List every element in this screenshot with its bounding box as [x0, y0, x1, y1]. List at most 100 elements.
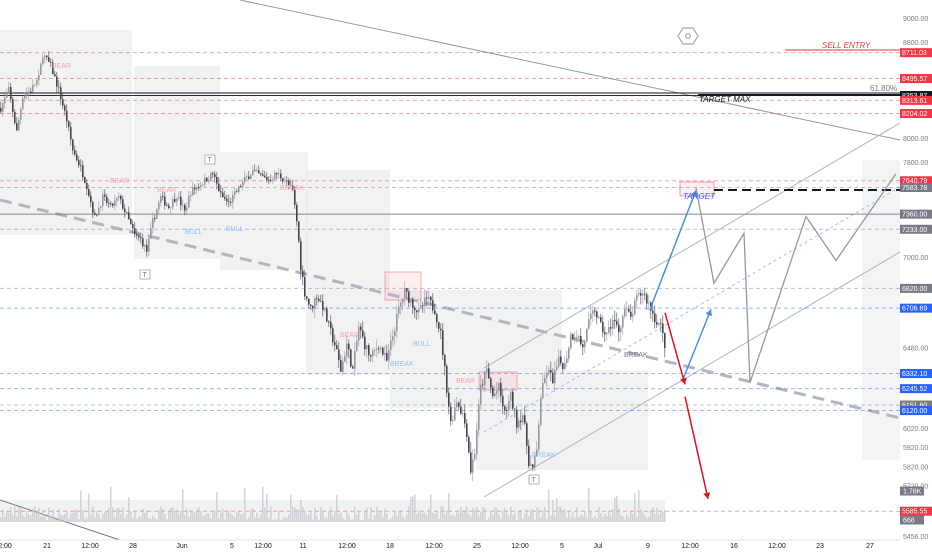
candle[interactable]	[130, 219, 132, 225]
candle[interactable]	[94, 212, 96, 215]
zigzag-projection-path[interactable]	[695, 173, 897, 383]
candle[interactable]	[292, 185, 294, 190]
candle[interactable]	[316, 298, 318, 300]
candle[interactable]	[282, 178, 284, 182]
candle[interactable]	[98, 207, 100, 216]
candle[interactable]	[34, 84, 36, 86]
candle[interactable]	[252, 170, 254, 176]
candle[interactable]	[620, 327, 622, 333]
candle[interactable]	[592, 310, 594, 314]
candle[interactable]	[222, 192, 224, 197]
candle[interactable]	[46, 55, 48, 58]
candle[interactable]	[32, 84, 34, 92]
candle[interactable]	[76, 154, 78, 161]
candle[interactable]	[506, 410, 508, 411]
candle[interactable]	[212, 172, 214, 175]
candle[interactable]	[432, 300, 434, 311]
candle[interactable]	[86, 182, 88, 190]
candle[interactable]	[466, 423, 468, 438]
candle[interactable]	[520, 420, 522, 423]
candle[interactable]	[370, 355, 372, 357]
candle[interactable]	[394, 331, 396, 337]
candle[interactable]	[414, 307, 416, 311]
bullish-projection-arrow[interactable]	[649, 190, 697, 310]
candle[interactable]	[114, 200, 116, 206]
candle[interactable]	[68, 121, 70, 127]
candle[interactable]	[330, 321, 332, 329]
candle[interactable]	[74, 150, 76, 155]
candle[interactable]	[492, 387, 494, 396]
candle[interactable]	[566, 358, 568, 364]
candle[interactable]	[90, 195, 92, 203]
candle[interactable]	[478, 404, 480, 430]
candle[interactable]	[514, 408, 516, 410]
candle[interactable]	[206, 177, 208, 182]
candle[interactable]	[118, 195, 120, 198]
candle[interactable]	[482, 384, 484, 386]
candle[interactable]	[376, 348, 378, 350]
candle[interactable]	[320, 300, 322, 302]
candle[interactable]	[326, 308, 328, 322]
candle[interactable]	[640, 293, 642, 296]
candle[interactable]	[380, 347, 382, 349]
candle[interactable]	[532, 464, 534, 468]
candle[interactable]	[604, 332, 606, 335]
candle[interactable]	[116, 197, 118, 201]
candle[interactable]	[50, 62, 52, 63]
candle[interactable]	[448, 392, 450, 407]
candle[interactable]	[500, 383, 502, 396]
candle[interactable]	[108, 202, 110, 204]
candle[interactable]	[504, 406, 506, 411]
candle[interactable]	[656, 322, 658, 325]
candle[interactable]	[312, 305, 314, 309]
candle[interactable]	[536, 449, 538, 456]
candle[interactable]	[608, 327, 610, 333]
candle[interactable]	[468, 437, 470, 453]
candle[interactable]	[556, 366, 558, 370]
candle[interactable]	[442, 330, 444, 356]
candle[interactable]	[562, 363, 564, 370]
candle[interactable]	[410, 299, 412, 303]
candle[interactable]	[250, 175, 252, 179]
candle[interactable]	[404, 288, 406, 300]
candle[interactable]	[110, 203, 112, 205]
candle[interactable]	[634, 300, 636, 315]
candle[interactable]	[472, 459, 474, 473]
candle[interactable]	[368, 345, 370, 356]
candle[interactable]	[16, 122, 18, 131]
candle[interactable]	[266, 177, 268, 180]
candle[interactable]	[630, 311, 632, 317]
candle[interactable]	[452, 420, 454, 422]
candle[interactable]	[354, 350, 356, 369]
candle[interactable]	[288, 180, 290, 186]
candle[interactable]	[84, 177, 86, 183]
candle[interactable]	[228, 201, 230, 203]
candle[interactable]	[558, 356, 560, 367]
bearish-projection-arrow[interactable]	[684, 396, 709, 500]
candle[interactable]	[618, 324, 620, 333]
candle[interactable]	[226, 198, 228, 202]
candle[interactable]	[372, 350, 374, 357]
candle[interactable]	[298, 221, 300, 242]
candle[interactable]	[198, 187, 200, 188]
candle[interactable]	[2, 103, 4, 112]
candle[interactable]	[494, 393, 496, 396]
candle[interactable]	[6, 93, 8, 98]
channel-lower-line[interactable]	[483, 251, 901, 498]
candle[interactable]	[26, 93, 28, 96]
candle[interactable]	[200, 185, 202, 188]
candle[interactable]	[142, 238, 144, 247]
candle[interactable]	[360, 326, 362, 331]
candle[interactable]	[240, 186, 242, 187]
candle[interactable]	[426, 297, 428, 299]
candle[interactable]	[296, 204, 298, 222]
candle[interactable]	[124, 208, 126, 213]
candle[interactable]	[546, 372, 548, 378]
candle[interactable]	[196, 187, 198, 190]
candle[interactable]	[428, 296, 430, 299]
candle[interactable]	[8, 86, 10, 94]
candle[interactable]	[400, 302, 402, 307]
candle[interactable]	[434, 310, 436, 315]
candle[interactable]	[550, 369, 552, 373]
candle[interactable]	[422, 305, 424, 307]
